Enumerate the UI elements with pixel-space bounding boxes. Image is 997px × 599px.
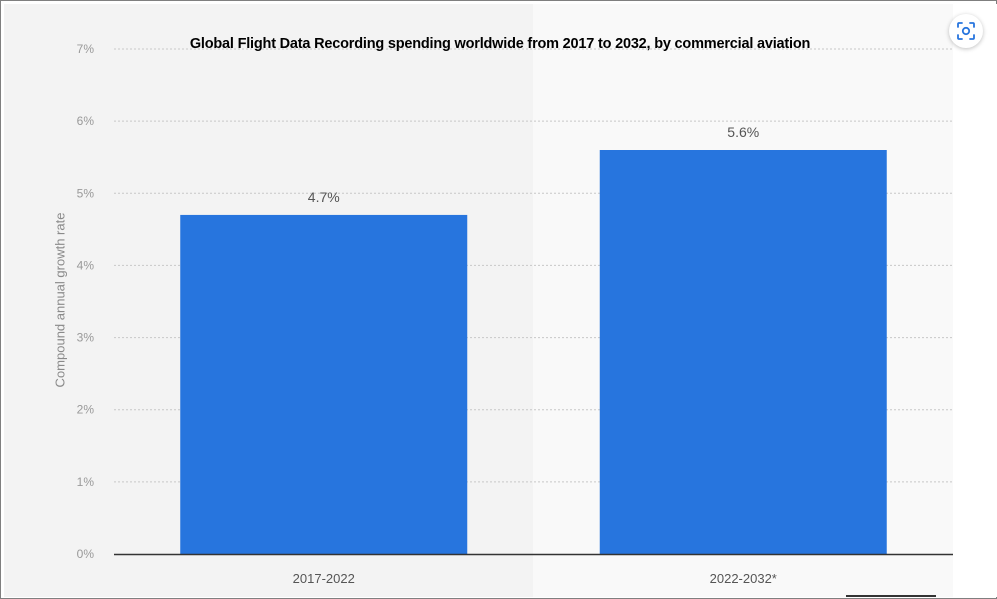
fullscreen-scan-icon xyxy=(957,22,975,40)
y-tick-label: 2% xyxy=(77,403,95,417)
y-tick-label: 0% xyxy=(77,547,95,561)
right-margin xyxy=(953,4,997,597)
bar-value-label: 5.6% xyxy=(727,124,759,140)
bar xyxy=(599,150,887,554)
x-tick-label: 2017-2022 xyxy=(293,571,355,586)
bars xyxy=(180,150,887,554)
footer-source-cutoff xyxy=(846,592,946,599)
y-tick-label: 7% xyxy=(77,42,95,56)
bar xyxy=(180,214,468,554)
y-tick-label: 5% xyxy=(77,186,95,200)
fullscreen-button[interactable] xyxy=(949,14,983,48)
value-labels: 4.7% 5.6% xyxy=(308,124,759,205)
x-tick-label: 2022-2032* xyxy=(710,571,777,586)
y-axis-label: Compound annual growth rate xyxy=(52,212,68,388)
y-tick-labels: 0% 1% 2% 3% 4% 5% 6% 7% xyxy=(77,42,95,561)
bar-value-label: 4.7% xyxy=(308,189,340,205)
y-tick-label: 1% xyxy=(77,475,95,489)
y-tick-label: 3% xyxy=(77,331,95,345)
y-tick-label: 6% xyxy=(77,114,95,128)
chart-title: Global Flight Data Recording spending wo… xyxy=(189,36,811,52)
y-tick-label: 4% xyxy=(77,258,95,272)
x-tick-labels: 2017-2022 2022-2032* xyxy=(293,571,777,586)
